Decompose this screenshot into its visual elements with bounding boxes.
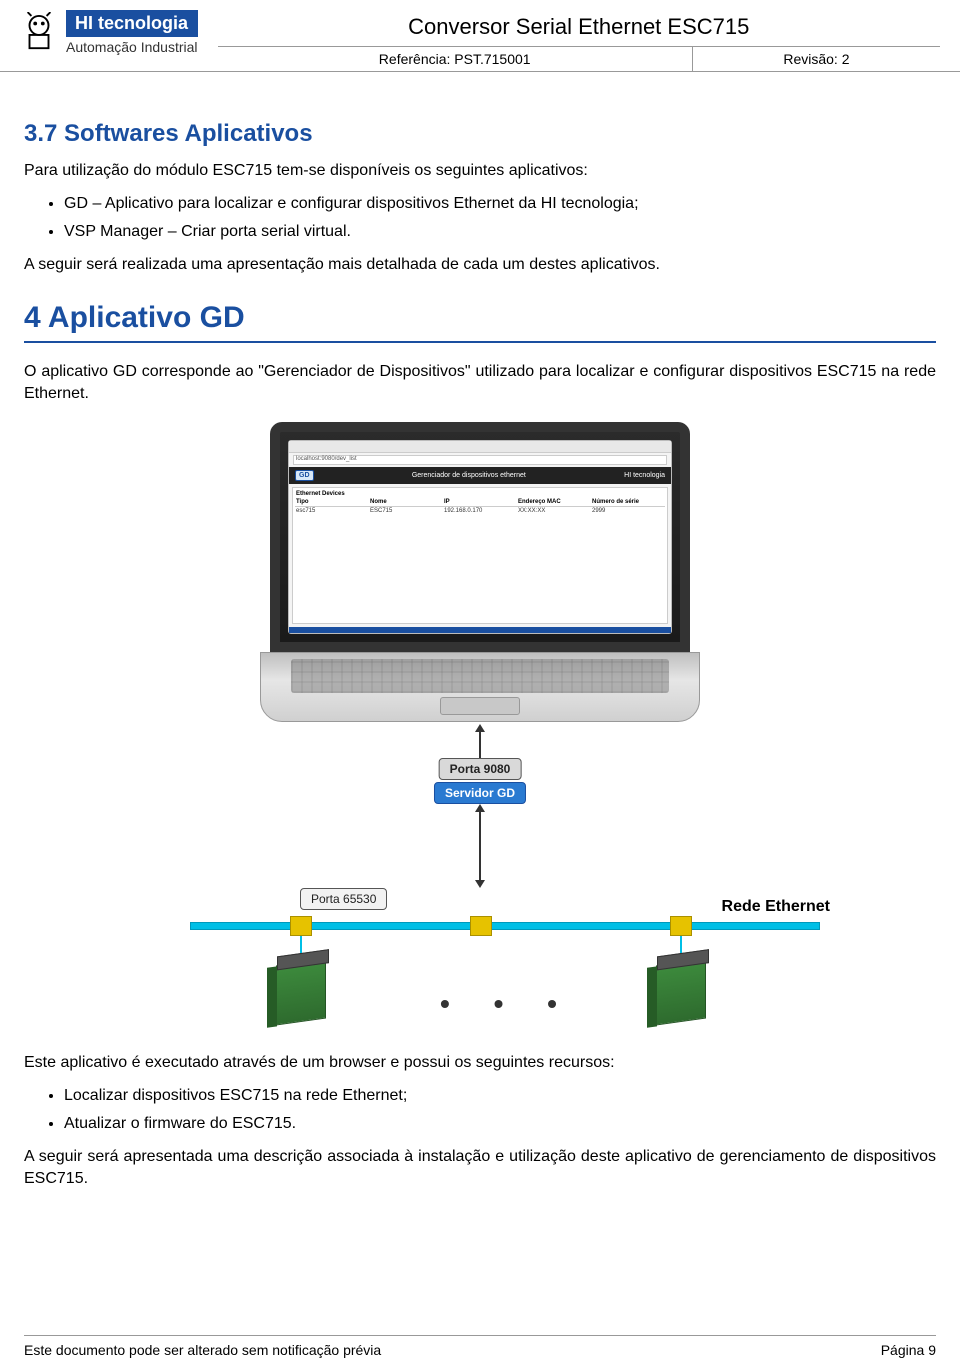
brand-box: HI tecnologia Automação Industrial [66,10,198,55]
browser-window: localhost:9080/dev_list GD Gerenciador d… [288,440,672,634]
cell: 192.168.0.170 [443,507,517,515]
heading-3-7: 3.7 Softwares Aplicativos [24,120,936,148]
address-bar: localhost:9080/dev_list [293,455,667,465]
robot-icon [20,12,58,54]
page-header: HI tecnologia Automação Industrial Conve… [0,0,960,72]
list-item: Localizar dispositivos ESC715 na rede Et… [64,1084,936,1108]
cell: XX:XX:XX [517,507,591,515]
section37-list: GD – Aplicativo para localizar e configu… [64,192,936,244]
arrow-icon [479,810,481,882]
page-content: 3.7 Softwares Aplicativos Para utilizaçã… [0,72,960,1209]
list-item: Atualizar o firmware do ESC715. [64,1112,936,1136]
footer-left: Este documento pode ser alterado sem not… [24,1342,381,1358]
logo-block: HI tecnologia Automação Industrial [20,10,198,55]
col: Nome [369,498,443,506]
connector-icon [470,916,492,936]
gd-banner: GD Gerenciador de dispositivos ethernet … [289,467,671,484]
list-item: GD – Aplicativo para localizar e configu… [64,192,936,216]
header-right: Conversor Serial Ethernet ESC715 Referên… [218,10,940,71]
heading-4: 4 Aplicativo GD [24,301,936,343]
cell: esc715 [295,507,369,515]
gd-body: Ethernet Devices Tipo Nome IP Endereço M… [292,487,668,624]
footer-right: Página 9 [881,1342,936,1358]
section37-after: A seguir será realizada uma apresentação… [24,254,936,276]
connector-icon [290,916,312,936]
eth-devices-label: Ethernet Devices [295,490,665,498]
doc-title: Conversor Serial Ethernet ESC715 [218,10,940,47]
ref-row: Referência: PST.715001 Revisão: 2 [218,47,940,71]
porta-9080-label: Porta 9080 [439,758,522,780]
cell: 2999 [591,507,665,515]
section4-list: Localizar dispositivos ESC715 na rede Et… [64,1084,936,1136]
section4-closing: A seguir será apresentada uma descrição … [24,1146,936,1189]
porta-65530-label: Porta 65530 [300,888,387,910]
gd-badge: GD [295,470,314,481]
col: IP [443,498,517,506]
arrow-icon [479,730,481,760]
page-footer: Este documento pode ser alterado sem not… [24,1335,936,1358]
cell: ESC715 [369,507,443,515]
laptop-icon: localhost:9080/dev_list GD Gerenciador d… [260,422,700,722]
trackpad-icon [440,697,520,715]
section4-intro: O aplicativo GD corresponde ao "Gerencia… [24,361,936,404]
col: Número de série [591,498,665,506]
network-diagram: localhost:9080/dev_list GD Gerenciador d… [130,422,830,1042]
col: Tipo [295,498,369,506]
connector-icon [670,916,692,936]
col: Endereço MAC [517,498,591,506]
esc715-device-icon [646,962,716,1032]
esc715-device-icon [266,962,336,1032]
revision-label: Revisão: 2 [693,47,940,71]
servidor-gd-label: Servidor GD [434,782,526,804]
reference-label: Referência: PST.715001 [218,47,693,71]
gd-footer-bar [289,627,671,633]
browser-tabs [289,441,671,453]
section4-after-diagram: Este aplicativo é executado através de u… [24,1052,936,1074]
table-row: esc715 ESC715 192.168.0.170 XX:XX:XX 299… [295,507,665,515]
ellipsis-icon: • • • [440,988,575,1020]
brand-subtitle: Automação Industrial [66,37,198,55]
laptop-screen: localhost:9080/dev_list GD Gerenciador d… [270,422,690,652]
gd-title: Gerenciador de dispositivos ethernet [412,472,526,479]
brand-name: HI tecnologia [66,10,198,37]
gd-brand: HI tecnologia [624,472,665,479]
keyboard-icon [260,652,700,722]
table-header: Tipo Nome IP Endereço MAC Número de séri… [295,498,665,507]
list-item: VSP Manager – Criar porta serial virtual… [64,220,936,244]
section37-intro: Para utilização do módulo ESC715 tem-se … [24,160,936,182]
rede-ethernet-label: Rede Ethernet [722,898,830,916]
ethernet-cable-icon [190,922,820,930]
